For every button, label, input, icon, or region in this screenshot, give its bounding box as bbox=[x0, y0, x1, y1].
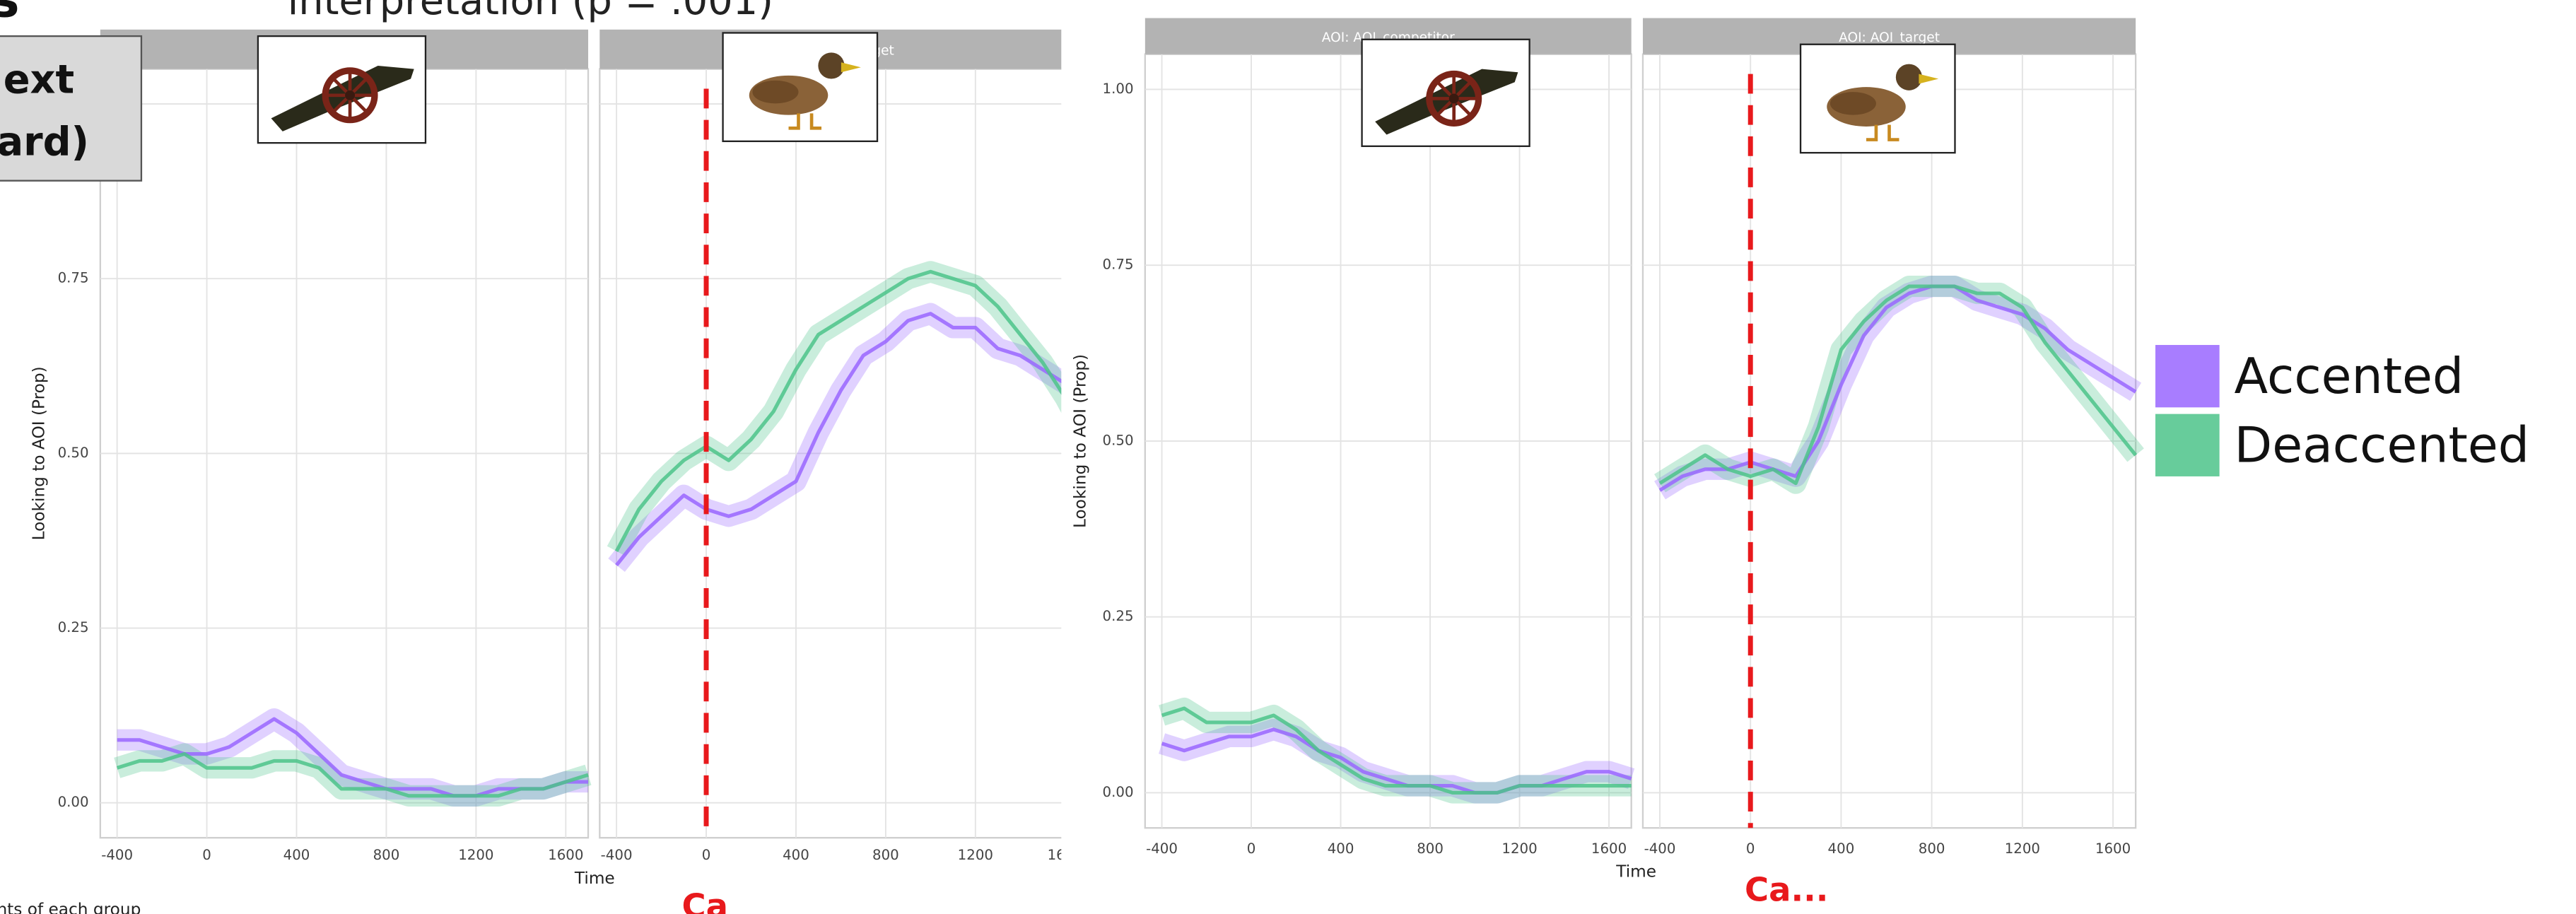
legend-label: Deaccented bbox=[2235, 416, 2529, 474]
strip-label: AOI: AOI_target bbox=[1839, 30, 1940, 45]
onset-label: Ca bbox=[681, 887, 727, 914]
line bbox=[614, 269, 1062, 553]
x-tick-label: -400 bbox=[601, 847, 633, 863]
text-box bbox=[0, 35, 143, 182]
line bbox=[615, 312, 1062, 567]
legend-swatch bbox=[2155, 414, 2220, 476]
x-tick-label: 400 bbox=[283, 847, 310, 863]
legend-swatch bbox=[2155, 345, 2220, 408]
y-tick-label: 0.25 bbox=[58, 619, 89, 635]
line bbox=[1658, 284, 2138, 486]
x-tick-label: 0 bbox=[1247, 840, 1256, 857]
x-tick-label: 800 bbox=[872, 847, 899, 863]
x-tick-label: 0 bbox=[202, 847, 211, 863]
x-tick-label: 1200 bbox=[2005, 840, 2040, 857]
x-tick-label: 0 bbox=[1746, 840, 1755, 857]
onset-label: Ca... bbox=[1745, 870, 1828, 908]
box-text: ext bbox=[4, 57, 74, 102]
x-tick-label: 1600 bbox=[548, 847, 583, 863]
line bbox=[1161, 706, 1632, 795]
y-tick-label: 0.75 bbox=[1103, 257, 1134, 273]
corner-letter: s bbox=[0, 0, 20, 29]
cannon-picture bbox=[257, 35, 427, 144]
bottom-text: nts of each group bbox=[0, 900, 141, 914]
figure: 0.000.250.500.751.00-400040080012001600A… bbox=[29, 29, 1083, 888]
x-tick-label: -400 bbox=[101, 847, 133, 863]
box-text: ard) bbox=[0, 119, 89, 165]
y-tick-label: 0.50 bbox=[1103, 432, 1134, 448]
x-tick-label: 1200 bbox=[458, 847, 493, 863]
x-tick-label: 800 bbox=[373, 847, 400, 863]
y-tick-label: 0.00 bbox=[58, 794, 89, 810]
x-axis-label: Time bbox=[574, 869, 615, 888]
x-axis-label: Time bbox=[1615, 862, 1656, 881]
y-tick-label: 0.25 bbox=[1103, 608, 1134, 624]
cannon-picture bbox=[1361, 38, 1530, 147]
x-tick-label: 800 bbox=[1417, 840, 1444, 857]
x-tick-label: 400 bbox=[1828, 840, 1855, 857]
line bbox=[1658, 284, 2137, 492]
x-tick-label: 0 bbox=[702, 847, 711, 863]
x-tick-label: 1200 bbox=[958, 847, 993, 863]
duck-picture bbox=[1799, 43, 1956, 154]
y-axis-label: Looking to AOI (Prop) bbox=[29, 366, 48, 540]
x-tick-label: 400 bbox=[783, 847, 809, 863]
line bbox=[116, 751, 589, 798]
x-tick-label: 1600 bbox=[1048, 847, 1083, 863]
x-tick-label: 400 bbox=[1328, 840, 1354, 857]
y-tick-label: 0.00 bbox=[1103, 784, 1134, 800]
x-tick-label: 1200 bbox=[1501, 840, 1537, 857]
legend: Accented Deaccented bbox=[2155, 345, 2529, 476]
x-tick-label: -400 bbox=[1644, 840, 1676, 857]
duck-picture bbox=[722, 32, 879, 143]
line bbox=[117, 717, 589, 798]
y-tick-label: 1.00 bbox=[1103, 81, 1134, 97]
top-text: interpretation (p = .001) bbox=[288, 0, 773, 24]
x-tick-label: 1600 bbox=[1591, 840, 1627, 857]
legend-label: Accented bbox=[2235, 348, 2464, 405]
x-tick-label: 1600 bbox=[2095, 840, 2131, 857]
y-axis-label: Looking to AOI (Prop) bbox=[1071, 354, 1090, 528]
y-tick-label: 0.50 bbox=[58, 445, 89, 461]
x-tick-label: 800 bbox=[1919, 840, 1945, 857]
line bbox=[1161, 727, 1632, 795]
x-tick-label: -400 bbox=[1146, 840, 1178, 857]
y-tick-label: 0.75 bbox=[58, 270, 89, 286]
charts: 0.00 0.25 0.50 0.75 1.00 -400 0 400 800 1200 1600 A… bbox=[29, 18, 2144, 888]
